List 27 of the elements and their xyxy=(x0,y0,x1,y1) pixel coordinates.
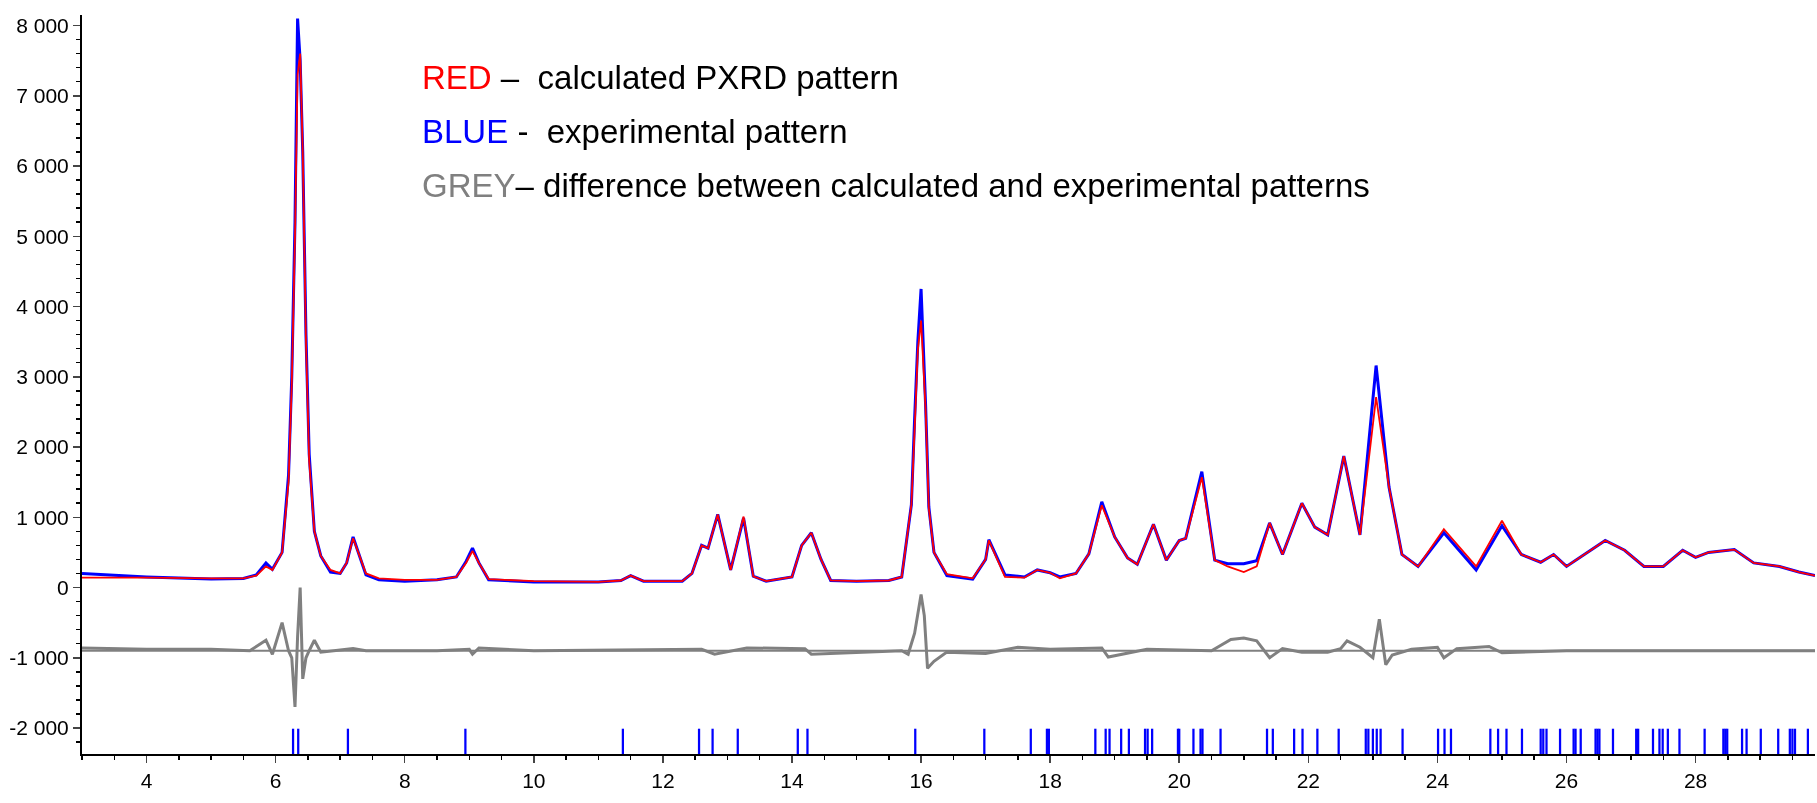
y-tick-label: 8 000 xyxy=(16,13,69,37)
y-tick-label: 6 000 xyxy=(16,154,69,178)
x-tick-label: 4 xyxy=(140,769,153,793)
annotation: RED – calculated PXRD pattern xyxy=(422,59,899,96)
y-tick-label: 3 000 xyxy=(16,365,69,389)
annotation: BLUE - experimental pattern xyxy=(422,113,848,150)
y-tick-label: 2 000 xyxy=(16,435,69,459)
x-tick-label: 12 xyxy=(651,769,675,793)
x-tick-label: 28 xyxy=(1683,769,1708,793)
y-tick-label: 1 000 xyxy=(16,505,69,529)
y-tick-label: -1 000 xyxy=(9,646,69,670)
x-tick-label: 6 xyxy=(269,769,282,793)
x-tick-label: 10 xyxy=(522,769,546,793)
y-tick-label: 7 000 xyxy=(16,84,69,108)
x-tick-label: 26 xyxy=(1554,769,1579,793)
y-tick-label: 0 xyxy=(57,575,69,599)
y-tick-label: 4 000 xyxy=(16,294,69,318)
annotation: GREY– difference between calculated and experimental patterns xyxy=(422,167,1370,204)
x-tick-label: 24 xyxy=(1425,769,1450,793)
x-tick-label: 22 xyxy=(1296,769,1321,793)
x-tick-label: 8 xyxy=(398,769,411,793)
x-tick-label: 18 xyxy=(1038,769,1062,793)
x-tick-label: 20 xyxy=(1167,769,1191,793)
x-tick-label: 16 xyxy=(909,769,933,793)
y-tick-label: 5 000 xyxy=(16,224,69,248)
x-tick-label: 14 xyxy=(780,769,804,793)
y-tick-label: -2 000 xyxy=(9,716,69,740)
